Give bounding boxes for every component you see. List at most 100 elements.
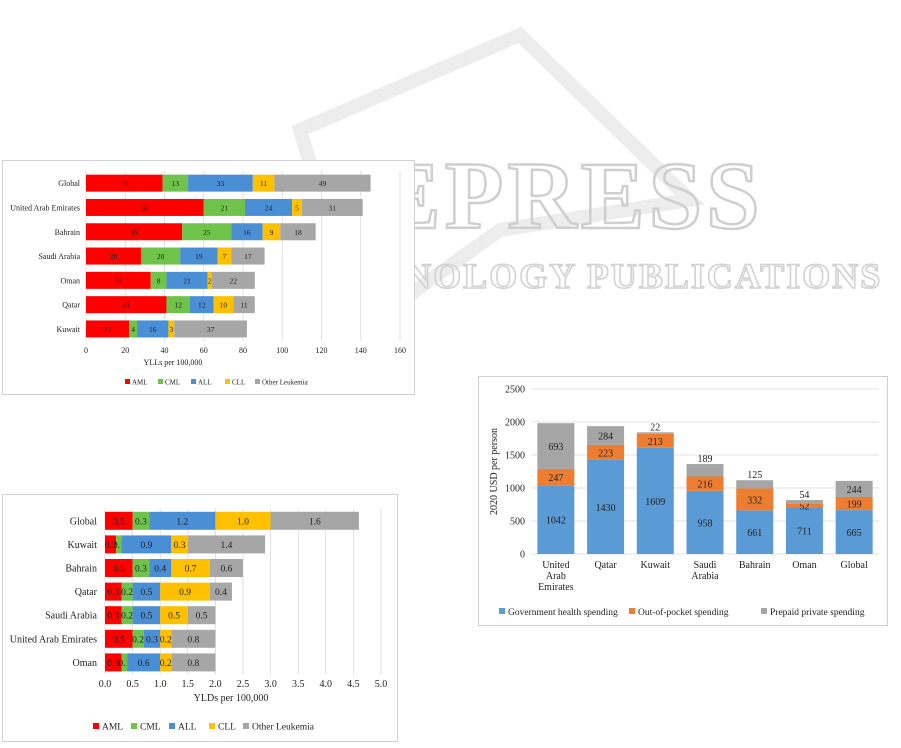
data-label: 0.5 <box>168 612 180 622</box>
data-label: 52 <box>799 501 809 512</box>
category-label: Kuwait <box>641 560 671 571</box>
data-label: 0.1 <box>113 541 125 551</box>
category-label-line: Bahrain <box>739 560 771 571</box>
bar-segment-out-of-pocket-spending <box>537 468 575 486</box>
data-label: 0.2 <box>121 612 133 622</box>
data-label: 18 <box>294 228 302 237</box>
x-tick-label: 2.0 <box>209 679 222 690</box>
x-tick-label: 0 <box>84 346 88 355</box>
legend-swatch-all <box>191 379 196 384</box>
data-label: 17 <box>244 252 252 261</box>
x-tick-label: 3.0 <box>264 679 277 690</box>
x-tick-label: 160 <box>394 346 406 355</box>
bar-segment-cll <box>160 606 188 625</box>
bar-segment-out-of-pocket-spending <box>736 488 774 511</box>
bar-segment-all <box>188 174 253 192</box>
category-label: Global <box>841 560 868 571</box>
x-tick-label: 2.5 <box>237 679 250 690</box>
data-label: 31 <box>329 203 337 212</box>
category-label: Oman <box>60 276 80 285</box>
data-label: 244 <box>847 485 862 496</box>
x-tick-label: 140 <box>355 346 367 355</box>
bar-segment-aml <box>105 629 133 648</box>
x-axis-title: YLDs per 100,000 <box>194 693 269 704</box>
data-label: 189 <box>698 454 713 465</box>
data-label: 24 <box>265 203 273 212</box>
category-label: Global <box>70 516 97 527</box>
y-tick-label: 2000 <box>505 418 525 429</box>
data-label: 0.2 <box>105 541 117 551</box>
legend-swatch-government-health-spending <box>499 608 505 614</box>
ylls-chart: 0 20 40 60 80 100 120 140 160 YLLs per 100,000 Glo… <box>10 171 406 387</box>
bar-segment-other-leukemia <box>233 296 255 314</box>
data-label: 0.3 <box>146 635 158 645</box>
legend-swatch-other-leukemia <box>255 379 260 384</box>
data-label: 11 <box>260 179 267 188</box>
data-label: 37 <box>207 325 215 334</box>
bar-segment-cml <box>132 511 150 530</box>
y-axis-title: 2020 USD per person <box>489 428 500 515</box>
data-label: 2 <box>208 276 212 285</box>
bar-segment-other-leukemia <box>209 582 232 601</box>
legend-swatch-aml <box>125 379 130 384</box>
x-tick-label: 120 <box>316 346 328 355</box>
bar-segment-other-leukemia <box>187 606 216 625</box>
category-label: Saudi Arabia <box>38 252 80 261</box>
x-tick-label: 4.5 <box>347 679 360 690</box>
bar-segment-prepaid-private-spending <box>636 432 674 434</box>
legend-swatch-other-leukemia <box>243 723 249 729</box>
y-tick-label: 2500 <box>505 385 525 396</box>
data-label: 16 <box>243 228 251 237</box>
legend-label: AML <box>132 379 148 387</box>
data-label: 661 <box>747 528 762 539</box>
bar-segment-all <box>132 582 161 601</box>
bar-segment-all <box>137 320 169 338</box>
data-label: 33 <box>217 179 225 188</box>
data-label: 0.6 <box>138 659 150 669</box>
legend-label: ALL <box>178 723 197 733</box>
data-label: 9 <box>270 228 274 237</box>
x-tick-label: 40 <box>161 346 169 355</box>
bar-segment-cll <box>262 223 281 241</box>
data-label: 5 <box>295 203 299 212</box>
data-label: 125 <box>747 470 762 481</box>
bar-segment-out-of-pocket-spending <box>835 496 873 511</box>
data-label: 223 <box>598 448 613 459</box>
legend-label: Government health spending <box>508 608 618 618</box>
bar-segment-other-leukemia <box>209 559 243 577</box>
legend-label: Other Leukemia <box>252 723 315 733</box>
legend-label: CML <box>165 379 180 387</box>
data-label: 60 <box>141 203 149 212</box>
data-label: 0.5 <box>140 588 152 598</box>
legend-swatch-cml <box>131 723 137 729</box>
category-label-line: Arabia <box>691 571 719 582</box>
data-label: 0.3 <box>135 565 147 575</box>
x-tick-label: 20 <box>121 346 129 355</box>
category-label: Bahrain <box>65 564 97 575</box>
bar-segment-cml <box>121 653 128 672</box>
bar-segment-government-health-spending <box>587 459 625 554</box>
data-label: 12 <box>198 301 206 310</box>
bar-segment-cml <box>132 559 150 577</box>
bar-segment-other-leukemia <box>274 174 371 192</box>
bar-segment-all <box>190 296 214 314</box>
data-label: 4 <box>131 325 135 334</box>
category-label: United Arab Emirates <box>10 203 80 212</box>
bar-segment-cml <box>166 296 191 314</box>
x-tick-label: 100 <box>276 346 288 355</box>
category-label: Oman <box>73 658 97 669</box>
x-tick-label: 60 <box>200 346 208 355</box>
data-label: 11 <box>240 301 247 310</box>
bar-segment-prepaid-private-spending <box>835 480 873 497</box>
x-tick-label: 5.0 <box>375 679 388 690</box>
data-label: 13 <box>172 179 180 188</box>
bar-segment-cll <box>160 582 210 601</box>
x-tick-label: 3.5 <box>292 679 305 690</box>
bar-segment-government-health-spending <box>686 490 724 554</box>
data-label: 1.0 <box>237 517 249 527</box>
bar-segment-prepaid-private-spending <box>587 426 625 445</box>
bar-segment-other-leukemia <box>211 271 255 289</box>
bar-segment-other-leukemia <box>280 223 316 241</box>
data-label: 0.3 <box>107 588 119 598</box>
bar-segment-cll <box>171 535 188 554</box>
